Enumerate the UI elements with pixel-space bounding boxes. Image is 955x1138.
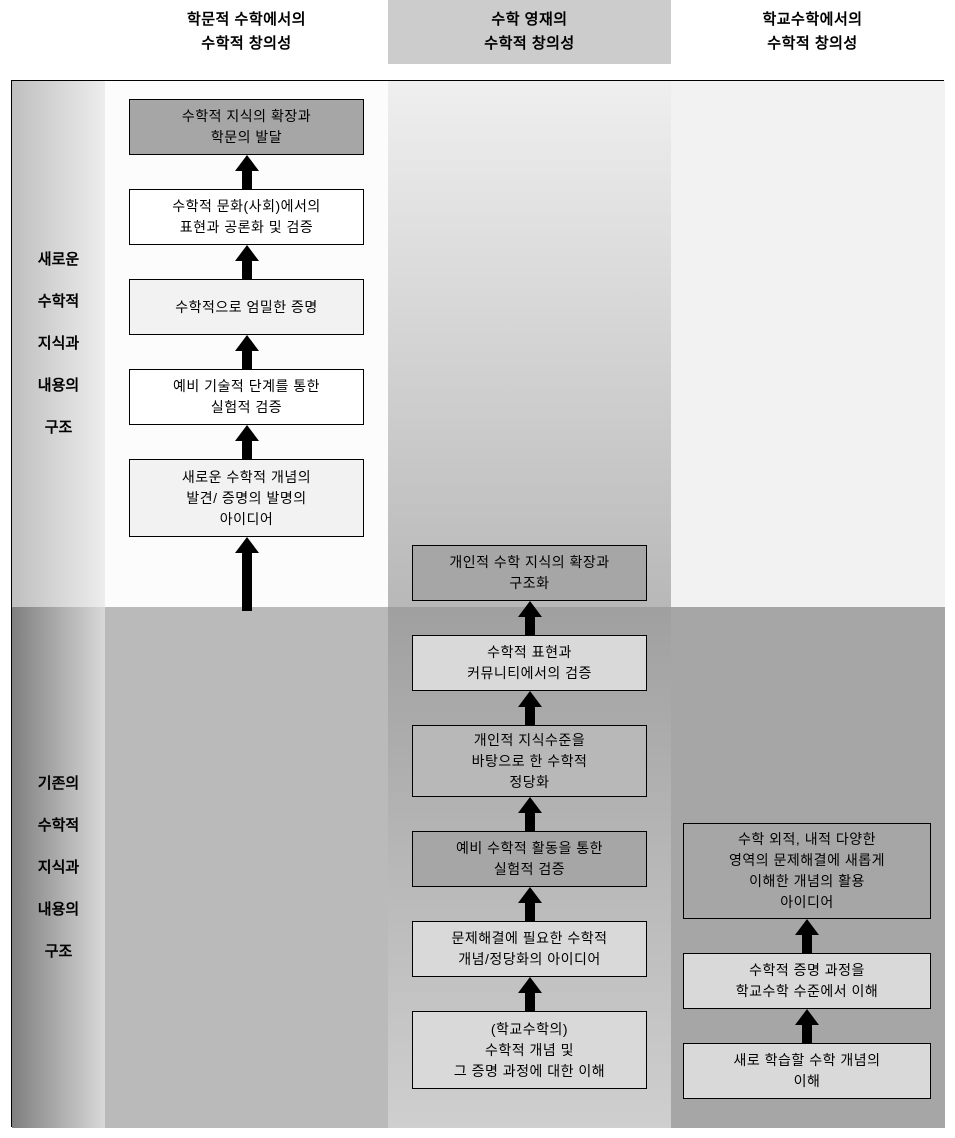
side-top-w4: 내용의 bbox=[38, 365, 79, 407]
side-bottom-w5: 구조 bbox=[45, 931, 73, 973]
header-col1: 학문적 수학에서의 수학적 창의성 bbox=[105, 0, 388, 64]
box-c1-experiment: 예비 기술적 단계를 통한실험적 검증 bbox=[129, 369, 364, 425]
box-c3b3-text: 새로 학습할 수학 개념의이해 bbox=[734, 1050, 881, 1092]
header-col3: 학교수학에서의 수학적 창의성 bbox=[671, 0, 954, 64]
box-c1-expansion: 수학적 지식의 확장과학문의 발달 bbox=[129, 99, 364, 155]
side-top-w5: 구조 bbox=[45, 407, 73, 449]
box-c1-idea: 새로운 수학적 개념의발견/ 증명의 발명의아이디어 bbox=[129, 459, 364, 537]
side-label-top: 새로운 수학적 지식과 내용의 구조 bbox=[12, 81, 105, 607]
col1-bottom-bg bbox=[105, 607, 388, 1128]
header-col1-line1: 학문적 수학에서의 bbox=[187, 8, 306, 32]
box-c2b3-text: 개인적 지식수준을바탕으로 한 수학적정당화 bbox=[472, 730, 588, 793]
arrow-up-icon bbox=[235, 335, 259, 369]
box-c2b6-text: (학교수학의)수학적 개념 및그 증명 과정에 대한 이해 bbox=[454, 1019, 605, 1082]
header-row: 학문적 수학에서의 수학적 창의성 수학 영재의 수학적 창의성 학교수학에서의… bbox=[0, 0, 955, 64]
box-c3b1-text: 수학 외적, 내적 다양한영역의 문제해결에 새롭게이해한 개념의 활용아이디어 bbox=[729, 829, 885, 913]
header-col1-line2: 수학적 창의성 bbox=[201, 32, 291, 56]
arrow-up-icon bbox=[235, 537, 259, 611]
box-c2-justification: 개인적 지식수준을바탕으로 한 수학적정당화 bbox=[412, 725, 647, 797]
side-bottom-w3: 지식과 bbox=[38, 847, 79, 889]
box-c3b2-text: 수학적 증명 과정을학교수학 수준에서 이해 bbox=[736, 960, 879, 1002]
side-top-w1: 새로운 bbox=[38, 239, 79, 281]
box-c1b3-text: 수학적으로 엄밀한 증명 bbox=[175, 297, 318, 318]
box-c3-application-idea: 수학 외적, 내적 다양한영역의 문제해결에 새롭게이해한 개념의 활용아이디어 bbox=[683, 823, 931, 919]
arrow-up-icon bbox=[518, 691, 542, 725]
box-c2b2-text: 수학적 표현과커뮤니티에서의 검증 bbox=[467, 642, 592, 684]
box-c1b5-text: 새로운 수학적 개념의발견/ 증명의 발명의아이디어 bbox=[182, 467, 311, 530]
side-top-w3: 지식과 bbox=[38, 323, 79, 365]
arrow-up-icon bbox=[518, 797, 542, 831]
box-c2-personal-expansion: 개인적 수학 지식의 확장과구조화 bbox=[412, 545, 647, 601]
header-col2-line2: 수학적 창의성 bbox=[484, 32, 574, 56]
header-col2: 수학 영재의 수학적 창의성 bbox=[388, 0, 671, 64]
box-c3-new-concept: 새로 학습할 수학 개념의이해 bbox=[683, 1043, 931, 1099]
box-c1b1-text: 수학적 지식의 확장과학문의 발달 bbox=[182, 106, 311, 148]
box-c1b2-text: 수학적 문화(사회)에서의표현과 공론화 및 검증 bbox=[172, 196, 321, 238]
side-bottom-w1: 기존의 bbox=[38, 763, 79, 805]
box-c2-expression: 수학적 표현과커뮤니티에서의 검증 bbox=[412, 635, 647, 691]
box-c2-idea: 문제해결에 필요한 수학적개념/정당화의 아이디어 bbox=[412, 921, 647, 977]
box-c3-proof-understanding: 수학적 증명 과정을학교수학 수준에서 이해 bbox=[683, 953, 931, 1009]
box-c1b4-text: 예비 기술적 단계를 통한실험적 검증 bbox=[173, 376, 320, 418]
header-col2-line1: 수학 영재의 bbox=[491, 8, 567, 32]
box-c2-experiment: 예비 수학적 활동을 통한실험적 검증 bbox=[412, 831, 647, 887]
box-c1-culture: 수학적 문화(사회)에서의표현과 공론화 및 검증 bbox=[129, 189, 364, 245]
arrow-up-icon bbox=[518, 601, 542, 635]
arrow-up-icon bbox=[235, 425, 259, 459]
side-bottom-w4: 내용의 bbox=[38, 889, 79, 931]
header-col3-line2: 수학적 창의성 bbox=[767, 32, 857, 56]
box-c2b1-text: 개인적 수학 지식의 확장과구조화 bbox=[449, 552, 609, 594]
arrow-up-icon bbox=[518, 977, 542, 1011]
box-c1-proof: 수학적으로 엄밀한 증명 bbox=[129, 279, 364, 335]
col3-top-bg bbox=[671, 81, 945, 607]
side-label-bottom: 기존의 수학적 지식과 내용의 구조 bbox=[12, 607, 105, 1128]
side-bottom-w2: 수학적 bbox=[38, 805, 79, 847]
arrow-up-icon bbox=[518, 887, 542, 921]
col2-top-bg bbox=[388, 81, 671, 607]
arrow-up-icon bbox=[235, 245, 259, 279]
arrow-up-icon bbox=[235, 155, 259, 189]
header-col3-line1: 학교수학에서의 bbox=[762, 8, 862, 32]
arrow-up-icon bbox=[795, 919, 819, 953]
box-c2-understanding: (학교수학의)수학적 개념 및그 증명 과정에 대한 이해 bbox=[412, 1011, 647, 1089]
header-spacer bbox=[0, 0, 105, 64]
main-frame: 새로운 수학적 지식과 내용의 구조 기존의 수학적 지식과 내용의 구조 수학… bbox=[11, 80, 944, 1127]
arrow-up-icon bbox=[795, 1009, 819, 1043]
box-c2b5-text: 문제해결에 필요한 수학적개념/정당화의 아이디어 bbox=[452, 928, 608, 970]
box-c2b4-text: 예비 수학적 활동을 통한실험적 검증 bbox=[456, 838, 603, 880]
side-top-w2: 수학적 bbox=[38, 281, 79, 323]
